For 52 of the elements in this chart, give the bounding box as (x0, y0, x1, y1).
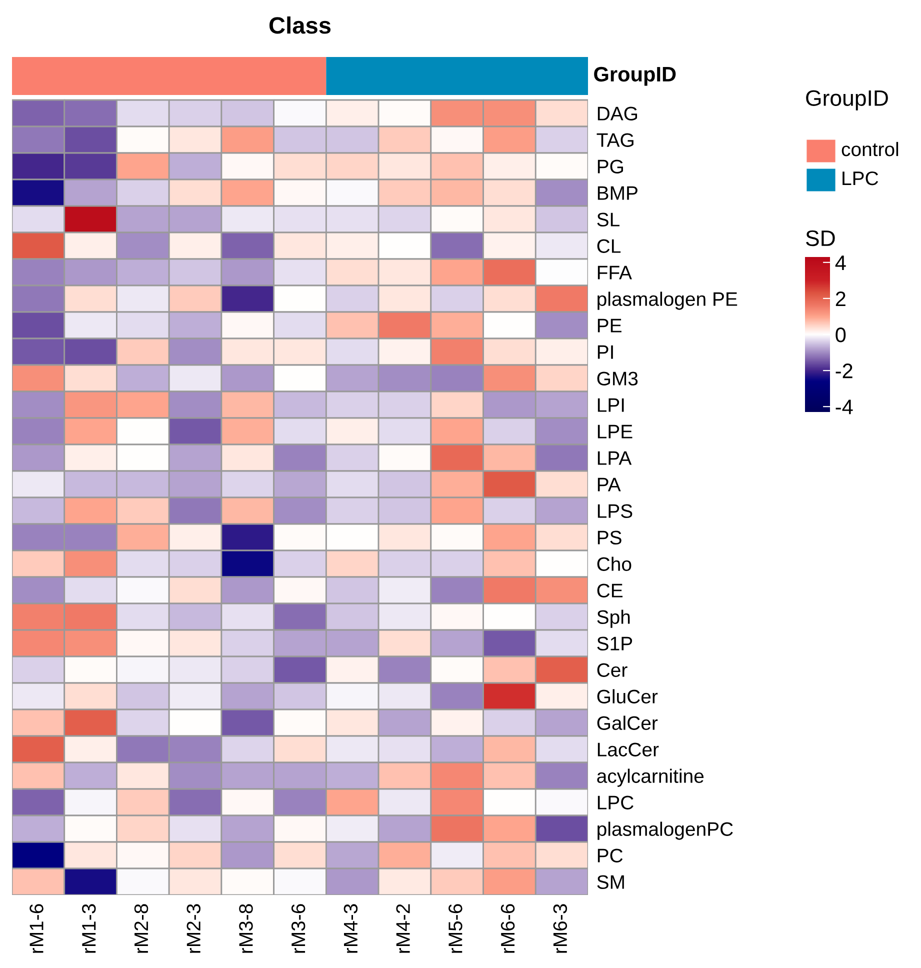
color-bar-title: SD (806, 230, 835, 246)
y-tick-label: LPC (598, 796, 634, 810)
y-tick-label: GM3 (597, 372, 638, 386)
chart-title: Class (269, 16, 331, 34)
y-tick-label: LPS (598, 504, 632, 518)
color-bar-label: -4 (836, 400, 853, 414)
text: GroupID (594, 66, 676, 86)
x-tick-label: rM6-6 (500, 904, 515, 953)
y-tick-label: Cho (597, 556, 632, 571)
y-tick-label: LPA (598, 451, 632, 465)
y-tick-label: PA (598, 478, 621, 492)
text: GroupID (806, 90, 888, 110)
y-tick-label: LacCer (598, 742, 659, 756)
y-tick-label: GalCer (597, 716, 658, 730)
y-tick-label: BMP (598, 186, 638, 200)
x-tick-label: rM4-3 (344, 904, 358, 953)
x-tick-label: rM3-6 (291, 904, 306, 953)
y-tick-label: PE (598, 318, 622, 332)
y-tick-label: CL (597, 239, 621, 253)
x-tick-label: rM3-8 (239, 904, 253, 953)
color-bar-label: 0 (836, 328, 846, 342)
y-tick-label: FFA (598, 266, 632, 280)
y-tick-label: SM (597, 875, 624, 889)
y-tick-label: Sph (597, 610, 630, 628)
color-bar-label: 4 (835, 256, 846, 270)
x-tick-label: rM6-3 (553, 904, 568, 953)
y-tick-label: TAG (596, 133, 634, 147)
y-tick-label: LPI (598, 398, 624, 412)
y-tick-label: LPE (598, 424, 632, 438)
x-tick-label: rM5-6 (448, 904, 462, 953)
y-tick-label: Cer (597, 663, 628, 677)
x-tick-label: rM1-6 (30, 904, 44, 953)
y-tick-label: PC (598, 848, 623, 862)
y-tick-label: GluCer (597, 689, 658, 704)
color-bar-label: 2 (836, 291, 846, 306)
text: LPC (842, 171, 878, 186)
x-tick-label: rM2-3 (186, 904, 200, 953)
y-tick-label: CE (597, 584, 623, 598)
y-tick-label: PI (598, 345, 613, 359)
x-tick-label: rM4-2 (396, 904, 410, 953)
color-bar-label: -2 (836, 364, 852, 378)
y-tick-label: acylcarnitine (597, 768, 704, 787)
y-tick-label: S1P (597, 636, 632, 650)
y-tick-label: DAG (598, 106, 638, 120)
y-tick-label: PS (598, 530, 622, 544)
text: control (842, 142, 898, 156)
x-tick-label: rM1-3 (82, 904, 96, 953)
x-tick-label: rM2-8 (134, 904, 148, 953)
y-tick-label: plasmalogenPC (598, 822, 733, 840)
y-tick-label: SL (597, 212, 620, 226)
y-tick-label: PG (598, 160, 623, 174)
y-tick-label: plasmalogen PE (598, 292, 738, 310)
